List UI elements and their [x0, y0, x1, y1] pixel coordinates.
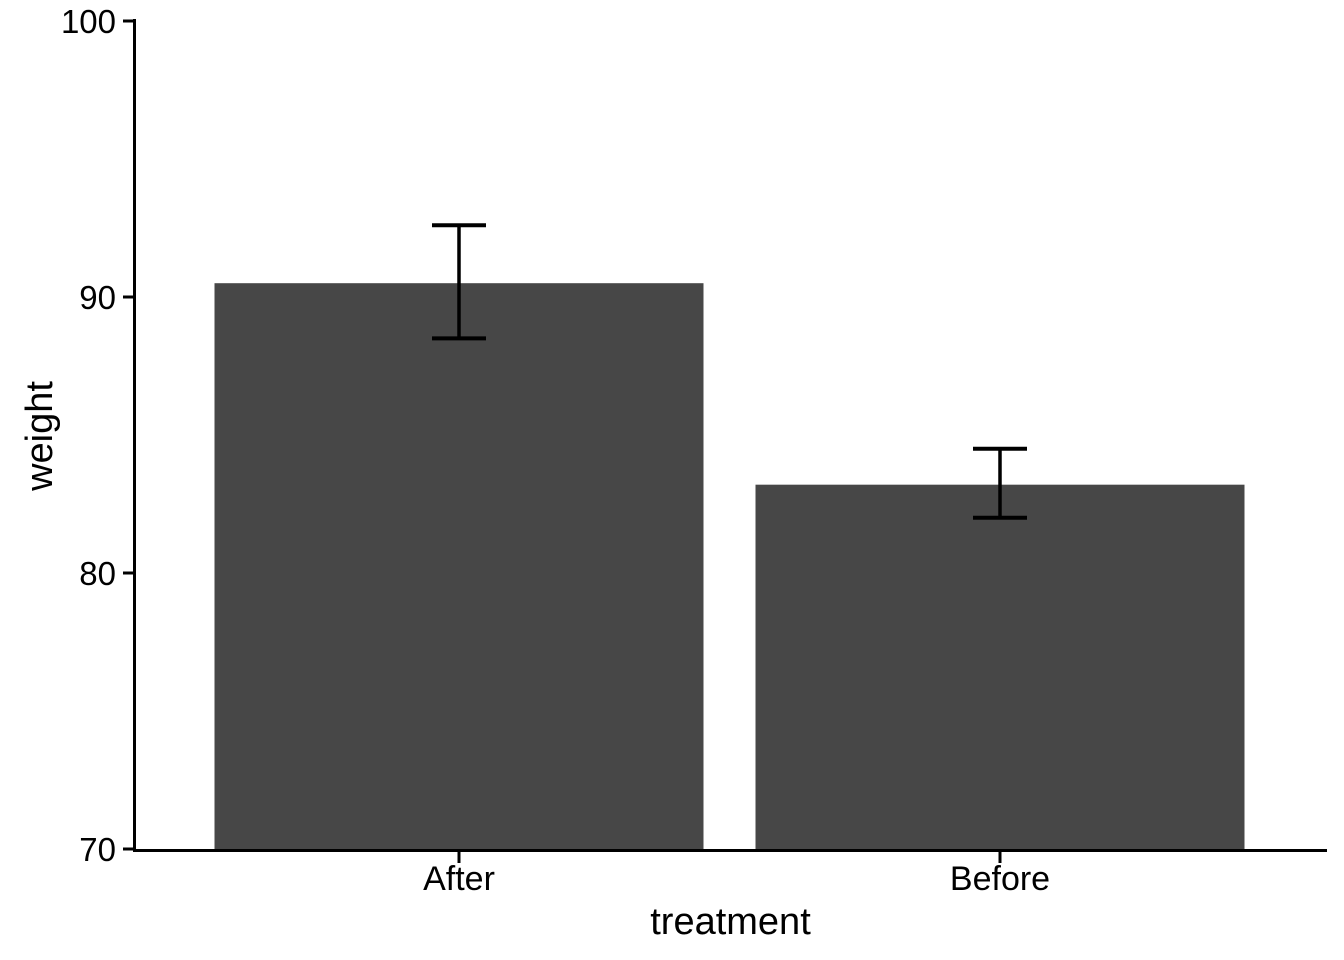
- x-tick-label: After: [423, 860, 495, 898]
- bar-before: [755, 484, 1245, 852]
- bar-after: [214, 283, 704, 852]
- x-tick-label: Before: [950, 860, 1050, 898]
- y-tick-label: 80: [79, 555, 116, 592]
- x-axis-title: treatment: [650, 901, 811, 943]
- y-tick-label: 100: [61, 3, 116, 40]
- y-axis-title: weight: [19, 381, 61, 491]
- y-tick-label: 90: [79, 279, 116, 316]
- y-tick-label: 70: [79, 831, 116, 868]
